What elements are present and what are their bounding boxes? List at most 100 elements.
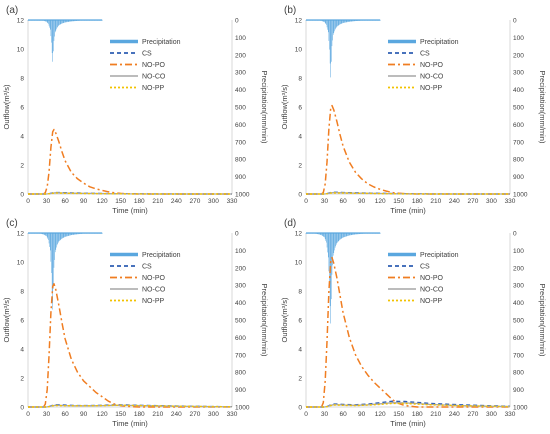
y2-tick-label: 0	[513, 231, 517, 238]
x-tick-label: 210	[430, 198, 441, 205]
y-tick-label: 6	[20, 318, 24, 325]
precipitation-series	[27, 232, 103, 310]
legend-label: CS	[420, 264, 430, 271]
y2-tick-label: 400	[513, 300, 524, 307]
x-axis-title: Time (min)	[390, 419, 426, 428]
x-tick-label: 0	[304, 411, 308, 418]
series-line-no-po	[306, 256, 510, 408]
x-tick-label: 90	[80, 198, 88, 205]
series-line-no-pp	[28, 192, 232, 195]
x-tick-label: 330	[505, 411, 516, 418]
y-tick-label: 6	[298, 318, 302, 325]
x-tick-label: 30	[321, 198, 329, 205]
legend-label: Precipitation	[142, 252, 181, 259]
y-tick-label: 6	[20, 105, 24, 112]
x-tick-label: 60	[61, 198, 69, 205]
x-tick-label: 90	[80, 411, 88, 418]
y2-tick-label: 500	[235, 105, 246, 112]
x-tick-label: 90	[358, 198, 366, 205]
legend-label: NO-PP	[420, 298, 443, 305]
legend-label: NO-PP	[142, 298, 165, 305]
x-tick-label: 90	[358, 411, 366, 418]
y2-tick-label: 500	[235, 318, 246, 325]
series-line-no-co	[306, 402, 511, 408]
y2-axis-title: Precipitation(mm/min)	[260, 284, 269, 357]
y2-tick-label: 1000	[513, 405, 528, 412]
y-tick-label: 12	[295, 18, 303, 25]
y-tick-label: 6	[298, 105, 302, 112]
x-tick-label: 0	[26, 411, 30, 418]
x-tick-label: 30	[43, 198, 51, 205]
y2-tick-label: 300	[513, 70, 524, 77]
x-tick-label: 180	[412, 198, 423, 205]
x-tick-label: 60	[339, 198, 347, 205]
x-tick-label: 120	[97, 198, 108, 205]
legend-label: NO-PO	[142, 275, 166, 282]
y-tick-label: 8	[20, 289, 24, 296]
series-line-no-co	[28, 404, 233, 408]
y2-tick-label: 700	[513, 352, 524, 359]
y2-tick-label: 1000	[513, 192, 528, 199]
x-tick-label: 300	[486, 411, 497, 418]
legend-label: NO-PO	[142, 62, 166, 69]
y2-tick-label: 900	[513, 174, 524, 181]
x-tick-label: 240	[171, 411, 182, 418]
y-tick-label: 10	[17, 47, 25, 54]
y-tick-label: 4	[298, 347, 302, 354]
x-tick-label: 150	[393, 198, 404, 205]
y-tick-label: 2	[298, 376, 302, 383]
y2-tick-label: 400	[235, 87, 246, 94]
y2-tick-label: 100	[513, 248, 524, 255]
legend: Precipitation CS NO-PO NO-CO NO-PP	[388, 39, 459, 92]
y-tick-label: 0	[298, 192, 302, 199]
x-axis-title: Time (min)	[390, 206, 426, 215]
precipitation-series	[27, 19, 103, 62]
x-tick-label: 210	[430, 411, 441, 418]
y2-tick-label: 900	[513, 387, 524, 394]
chart-panel-1: (a)0 30 60 90 120 150 180 210 240 270 300 330024681…	[2, 5, 269, 215]
legend-label: Precipitation	[142, 39, 181, 46]
legend-label: Precipitation	[420, 252, 459, 259]
y2-tick-label: 400	[235, 300, 246, 307]
y-tick-label: 10	[17, 260, 25, 267]
x-tick-label: 150	[393, 411, 404, 418]
series-line-no-po	[28, 128, 232, 195]
chart-panel-3: (c)0 30 60 90 120 150 180 210 240 270 300 330024681…	[2, 218, 269, 428]
x-tick-label: 30	[43, 411, 51, 418]
legend-label: CS	[420, 51, 430, 58]
x-tick-label: 240	[449, 411, 460, 418]
legend-label: NO-CO	[420, 287, 444, 294]
y2-axis-title: Precipitation(mm/min)	[538, 71, 547, 144]
y2-tick-label: 100	[235, 248, 246, 255]
x-tick-label: 120	[375, 411, 386, 418]
y2-tick-label: 200	[235, 265, 246, 272]
y-axis-title: Outflow(m³/s)	[2, 297, 11, 343]
panel-label: (c)	[6, 218, 18, 229]
y-tick-label: 8	[20, 76, 24, 83]
y-axis-title: Outflow(m³/s)	[2, 84, 11, 130]
legend-label: NO-PP	[142, 85, 165, 92]
y2-tick-label: 300	[235, 283, 246, 290]
y2-tick-label: 400	[513, 87, 524, 94]
precipitation-series	[305, 19, 381, 78]
x-tick-label: 60	[61, 411, 69, 418]
y2-tick-label: 700	[235, 139, 246, 146]
x-tick-label: 330	[227, 411, 238, 418]
y-tick-label: 2	[20, 376, 24, 383]
y-tick-label: 12	[17, 231, 25, 238]
y2-tick-label: 500	[513, 318, 524, 325]
legend-label: CS	[142, 264, 152, 271]
x-tick-label: 210	[152, 411, 163, 418]
chart-panel-2: (b)0 30 60 90 120 150 180 210 240 270 300 330024681…	[280, 5, 547, 215]
y2-tick-label: 100	[235, 35, 246, 42]
y2-tick-label: 0	[235, 18, 239, 25]
legend-label: CS	[142, 51, 152, 58]
legend-label: Precipitation	[420, 39, 459, 46]
x-axis-title: Time (min)	[112, 206, 148, 215]
x-tick-label: 30	[321, 411, 329, 418]
y2-axis-title: Precipitation(mm/min)	[538, 284, 547, 357]
series-line-no-pp	[306, 192, 510, 195]
legend: Precipitation CS NO-PO NO-CO NO-PP	[110, 39, 181, 92]
x-tick-label: 150	[115, 198, 126, 205]
